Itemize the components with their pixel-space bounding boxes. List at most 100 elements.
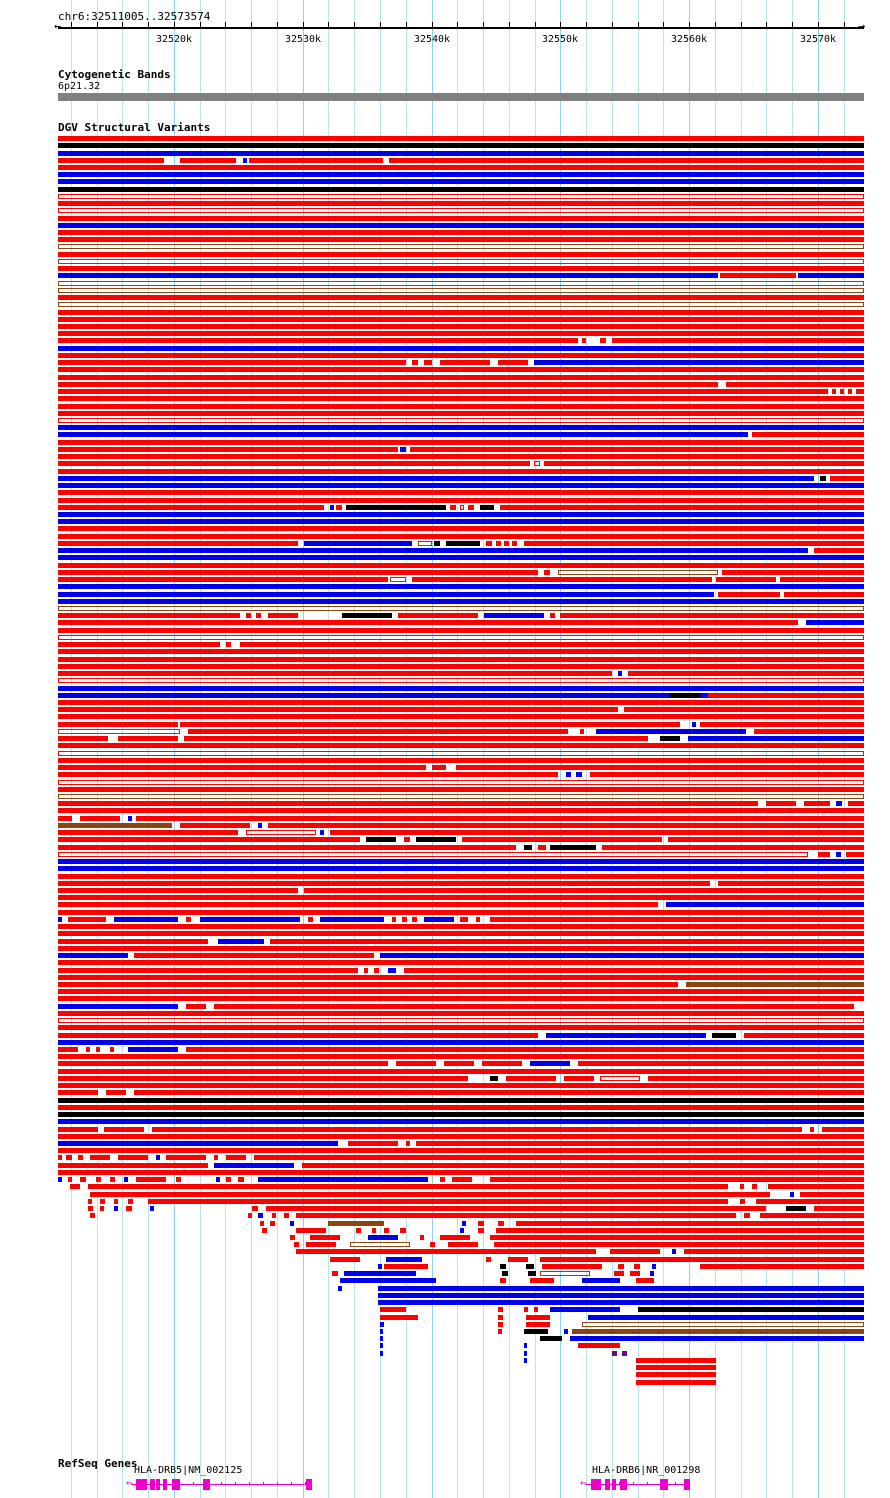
variant-segment[interactable] [248, 1213, 252, 1219]
variant-segment[interactable] [596, 728, 746, 734]
variant-segment[interactable] [700, 721, 864, 727]
variant-segment[interactable] [58, 475, 814, 481]
variant-segment[interactable] [58, 1090, 98, 1096]
variant-segment[interactable] [58, 1032, 538, 1038]
variant-segment[interactable] [58, 692, 864, 698]
variant-segment[interactable] [256, 613, 261, 619]
variant-segment[interactable] [498, 1329, 502, 1334]
variant-segment[interactable] [460, 1227, 464, 1233]
variant-segment[interactable] [402, 916, 407, 922]
variant-segment[interactable] [636, 1357, 716, 1363]
variant-segment[interactable] [156, 1155, 160, 1161]
variant-segment[interactable] [486, 540, 492, 546]
variant-segment[interactable] [100, 1198, 105, 1204]
variant-segment[interactable] [58, 750, 864, 756]
gene-exon[interactable] [150, 1479, 155, 1490]
variant-segment[interactable] [58, 960, 864, 966]
variant-segment[interactable] [58, 555, 864, 561]
variant-segment[interactable] [602, 844, 864, 850]
variant-segment[interactable] [254, 1155, 864, 1161]
variant-segment[interactable] [684, 1249, 864, 1255]
variant-segment[interactable] [624, 707, 864, 713]
variant-segment[interactable] [374, 967, 379, 973]
variant-segment[interactable] [58, 613, 240, 619]
variant-segment[interactable] [306, 1242, 336, 1248]
variant-segment[interactable] [432, 765, 446, 770]
variant-segment[interactable] [80, 815, 120, 821]
variant-segment[interactable] [660, 736, 680, 742]
variant-segment[interactable] [128, 815, 132, 821]
variant-segment[interactable] [342, 613, 392, 619]
variant-segment[interactable] [58, 1148, 864, 1154]
variant-segment[interactable] [58, 728, 180, 734]
variant-segment[interactable] [848, 389, 852, 395]
variant-segment[interactable] [356, 1227, 361, 1233]
variant-segment[interactable] [58, 316, 864, 322]
variant-segment[interactable] [412, 577, 712, 582]
variant-segment[interactable] [58, 757, 864, 763]
variant-segment[interactable] [450, 504, 456, 510]
variant-segment[interactable] [216, 1177, 220, 1183]
variant-segment[interactable] [80, 1177, 86, 1183]
variant-segment[interactable] [58, 656, 864, 662]
gene-exon[interactable] [660, 1479, 668, 1490]
variant-segment[interactable] [86, 1047, 90, 1052]
variant-segment[interactable] [846, 851, 864, 857]
variant-segment[interactable] [58, 569, 538, 575]
variant-segment[interactable] [58, 1133, 864, 1139]
variant-segment[interactable] [58, 1162, 208, 1168]
variant-segment[interactable] [58, 208, 864, 214]
variant-segment[interactable] [58, 887, 298, 893]
variant-segment[interactable] [480, 504, 494, 510]
variant-segment[interactable] [460, 916, 468, 922]
variant-segment[interactable] [134, 1090, 864, 1096]
variant-segment[interactable] [78, 1155, 83, 1161]
variant-segment[interactable] [756, 1198, 864, 1204]
variant-segment[interactable] [836, 801, 842, 807]
variant-segment[interactable] [344, 1271, 416, 1277]
variant-segment[interactable] [214, 1003, 854, 1009]
variant-segment[interactable] [124, 1177, 128, 1183]
variant-segment[interactable] [268, 613, 298, 619]
variant-segment[interactable] [58, 504, 324, 510]
variant-segment[interactable] [744, 1032, 864, 1038]
variant-segment[interactable] [754, 728, 864, 734]
variant-segment[interactable] [502, 1271, 508, 1277]
variant-segment[interactable] [406, 1141, 410, 1146]
variant-segment[interactable] [243, 157, 247, 163]
variant-segment[interactable] [670, 692, 700, 698]
variant-segment[interactable] [106, 1090, 126, 1096]
variant-segment[interactable] [790, 1191, 794, 1197]
variant-segment[interactable] [58, 389, 828, 395]
variant-segment[interactable] [332, 1271, 338, 1277]
variant-segment[interactable] [58, 743, 864, 749]
cytogenetic-band-bar[interactable] [58, 93, 864, 101]
variant-segment[interactable] [294, 1242, 299, 1248]
variant-segment[interactable] [58, 150, 864, 156]
variant-segment[interactable] [58, 345, 864, 351]
variant-segment[interactable] [430, 1242, 435, 1248]
variant-segment[interactable] [588, 1314, 864, 1320]
variant-segment[interactable] [490, 1235, 864, 1240]
variant-segment[interactable] [58, 360, 406, 366]
variant-segment[interactable] [490, 1177, 864, 1183]
variant-segment[interactable] [320, 830, 324, 836]
variant-segment[interactable] [636, 1365, 716, 1371]
variant-segment[interactable] [166, 1155, 206, 1161]
variant-segment[interactable] [58, 1083, 864, 1089]
variant-segment[interactable] [58, 859, 864, 864]
variant-segment[interactable] [88, 1198, 92, 1204]
variant-segment[interactable] [58, 266, 864, 272]
variant-segment[interactable] [320, 916, 384, 922]
variant-segment[interactable] [58, 222, 864, 228]
variant-segment[interactable] [58, 974, 864, 980]
variant-segment[interactable] [786, 1206, 806, 1211]
variant-segment[interactable] [440, 1235, 470, 1240]
variant-segment[interactable] [500, 1263, 506, 1269]
variant-segment[interactable] [524, 1343, 527, 1349]
variant-segment[interactable] [268, 822, 864, 828]
variant-segment[interactable] [88, 1206, 93, 1211]
variant-segment[interactable] [226, 642, 231, 648]
variant-segment[interactable] [58, 765, 426, 770]
variant-segment[interactable] [58, 519, 864, 525]
